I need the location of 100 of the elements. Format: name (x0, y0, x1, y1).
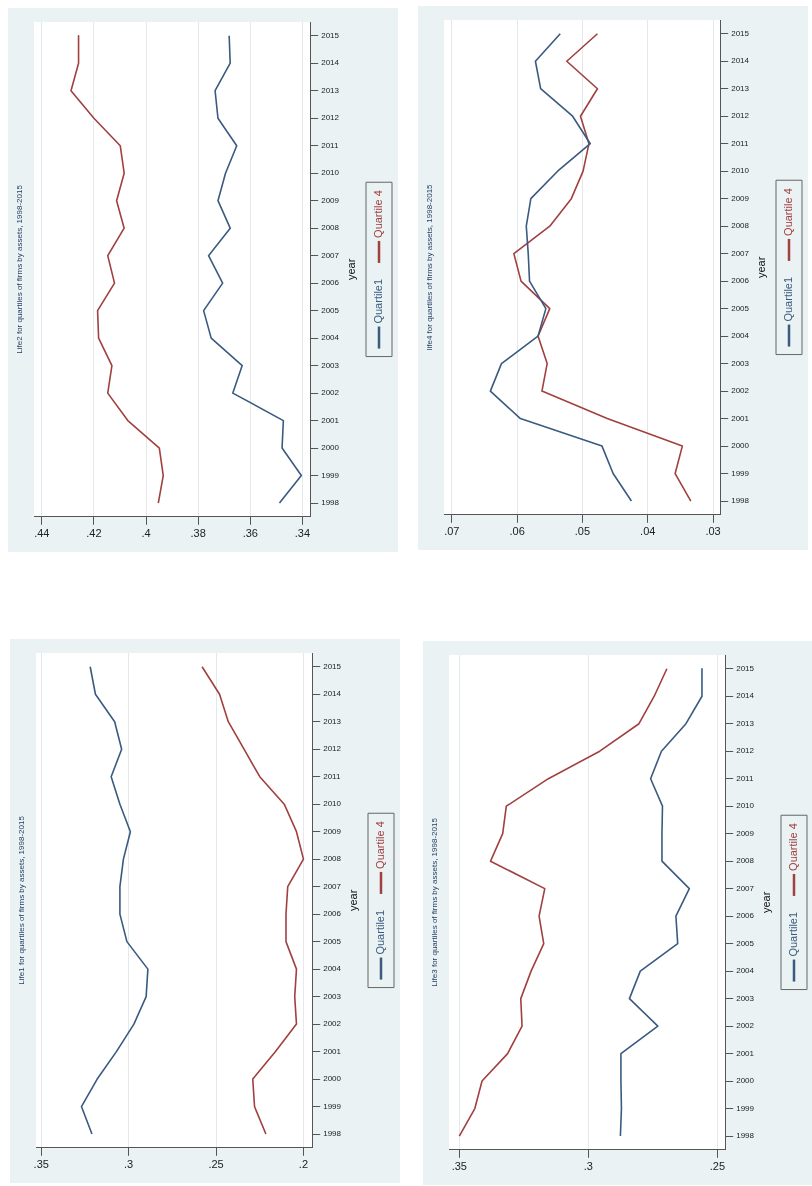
y-tick-label: 2002 (736, 1021, 755, 1031)
y-tick-label: 2013 (731, 83, 750, 93)
x-tick-label: .25 (208, 1158, 224, 1171)
y-tick-label: 2013 (321, 85, 340, 95)
y-tick-label: 2014 (321, 58, 340, 68)
y-tick-label: 2010 (321, 168, 340, 178)
y-axis-title: year (345, 258, 358, 281)
y-tick-label: 2015 (321, 30, 340, 40)
y-tick-label: 2015 (731, 28, 750, 38)
y-tick-label: 2008 (323, 854, 342, 864)
y-tick-label: 2013 (736, 718, 755, 728)
y-tick-label: 1998 (321, 498, 340, 508)
y-tick-label: 1998 (736, 1131, 755, 1141)
y-tick-label: 2001 (736, 1048, 755, 1058)
y-tick-label: 1998 (731, 496, 750, 506)
y-tick-label: 1998 (323, 1129, 342, 1139)
x-tick-label: .3 (583, 1160, 593, 1173)
y-tick-label: 2000 (321, 443, 340, 453)
y-tick-label: 2011 (323, 771, 341, 781)
y-tick-label: 2008 (321, 223, 340, 233)
y-tick-label: 2009 (736, 828, 755, 838)
x-tick-label: .03 (705, 525, 721, 538)
y-tick-label: 2009 (731, 193, 750, 203)
y-tick-label: 2006 (736, 911, 755, 921)
y-tick-label: 2011 (731, 138, 749, 148)
y-tick-label: 2012 (323, 744, 342, 754)
y-tick-label: 2012 (731, 111, 750, 121)
text: Quartile1 (787, 911, 800, 957)
y-tick-label: 2015 (323, 661, 342, 671)
text: Quartile1 (372, 278, 385, 324)
y-tick-label: 2011 (321, 140, 339, 150)
y-tick-label: 2007 (731, 248, 750, 258)
x-tick-label: .35 (451, 1160, 467, 1173)
x-tick-label: .35 (33, 1158, 49, 1171)
y-axis-title: year (760, 891, 773, 914)
y-tick-label: 2007 (736, 883, 755, 893)
x-tick-label: .06 (509, 525, 525, 538)
y-tick-label: 2010 (323, 799, 342, 809)
y-axis-title: year (755, 256, 768, 279)
x-tick-label: .05 (574, 525, 591, 538)
text: Quartile 4 (372, 190, 385, 238)
y-tick-label: 2002 (731, 386, 750, 396)
text: Quartile 4 (374, 821, 387, 869)
y-tick-label: 1999 (731, 468, 750, 478)
y-tick-label: 2009 (321, 195, 340, 205)
y-tick-label: 2005 (731, 303, 750, 313)
y-tick-label: 2014 (736, 691, 755, 701)
text: Quartile 4 (787, 823, 800, 871)
y-tick-label: 2015 (736, 663, 755, 673)
text: Quartile 4 (782, 188, 795, 236)
x-tick-label: .36 (242, 527, 258, 540)
y-tick-label: 2013 (323, 716, 342, 726)
y-tick-label: 2002 (321, 388, 340, 398)
y-tick-label: 2004 (736, 966, 755, 976)
y-tick-label: 2007 (321, 250, 340, 260)
y-tick-label: 2004 (731, 331, 750, 341)
y-tick-label: 2014 (731, 56, 750, 66)
y-tick-label: 2003 (731, 358, 750, 368)
y-tick-label: 2009 (323, 826, 342, 836)
y-tick-label: 2004 (323, 964, 342, 974)
x-tick-label: .2 (298, 1158, 309, 1171)
y-tick-label: 2002 (323, 1019, 342, 1029)
text: Life1 for quartiles of firms by assets, 1998-2015 (17, 815, 27, 985)
y-tick-label: 2000 (731, 441, 750, 451)
y-tick-label: 2005 (321, 305, 340, 315)
text: Life3 for quartiles of firms by assets, 1998-2015 (430, 817, 440, 987)
y-tick-label: 2006 (323, 909, 342, 919)
y-axis-title: year (347, 889, 360, 912)
y-tick-label: 2011 (736, 773, 754, 783)
y-tick-label: 2003 (736, 993, 755, 1003)
y-tick-label: 2014 (323, 689, 342, 699)
text: life4 for quartiles of firms by assets, 1998-2015 (425, 183, 435, 351)
text: Quartile1 (374, 909, 387, 955)
text: Quartile1 (782, 276, 795, 322)
y-tick-label: 2008 (731, 221, 750, 231)
text: Life2 for quartiles of firms by assets, 1998-2015 (15, 184, 25, 354)
x-tick-label: .44 (34, 527, 50, 540)
x-tick-label: .42 (86, 527, 102, 540)
x-tick-label: .34 (294, 527, 311, 540)
y-tick-label: 2010 (731, 166, 750, 176)
x-tick-label: .04 (640, 525, 656, 538)
y-tick-label: 2003 (321, 360, 340, 370)
y-tick-label: 2010 (736, 801, 755, 811)
x-tick-label: .38 (190, 527, 206, 540)
x-tick-label: .07 (444, 525, 460, 538)
x-tick-label: .4 (141, 527, 151, 540)
y-tick-label: 2008 (736, 856, 755, 866)
x-tick-label: .25 (709, 1160, 726, 1173)
y-tick-label: 2006 (731, 276, 750, 286)
y-tick-label: 1999 (736, 1103, 755, 1113)
y-tick-label: 2005 (736, 938, 755, 948)
y-tick-label: 2003 (323, 991, 342, 1001)
y-tick-label: 2000 (736, 1076, 755, 1086)
y-tick-label: 2005 (323, 936, 342, 946)
y-tick-label: 2000 (323, 1074, 342, 1084)
y-tick-label: 1999 (321, 470, 340, 480)
y-tick-label: 2007 (323, 881, 342, 891)
y-tick-label: 2001 (731, 413, 750, 423)
y-tick-label: 2001 (323, 1046, 342, 1056)
y-tick-label: 2001 (321, 415, 340, 425)
